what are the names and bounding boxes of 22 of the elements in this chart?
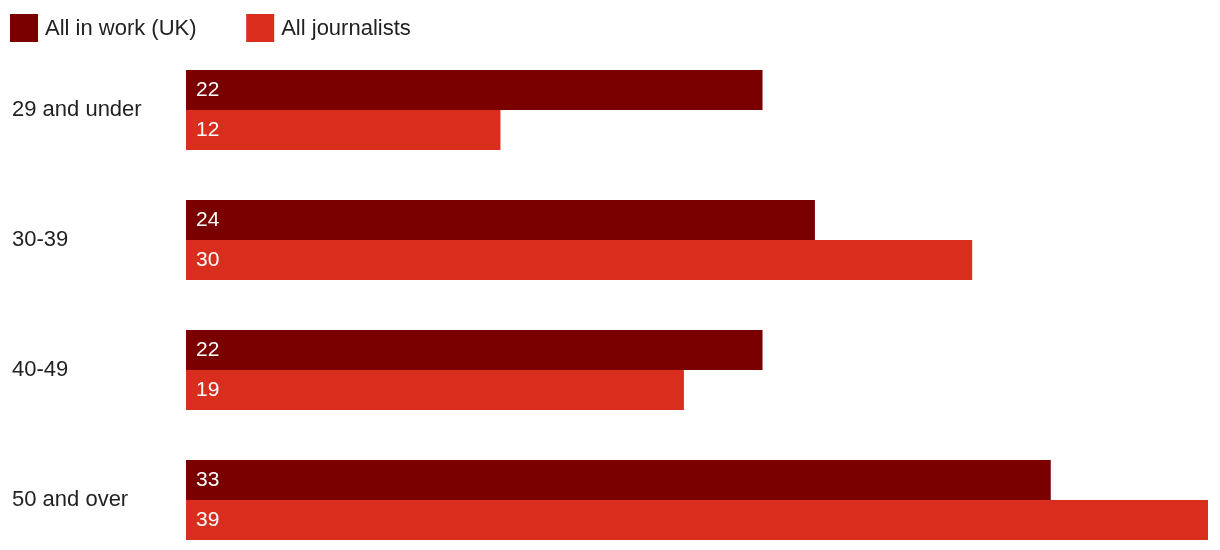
data-label: 19 xyxy=(196,376,220,400)
data-label: 30 xyxy=(196,246,220,270)
bar xyxy=(186,110,501,150)
data-label: 22 xyxy=(196,76,220,100)
y-tick-label: 30-39 xyxy=(12,225,69,251)
bar xyxy=(186,370,684,410)
legend-label: All journalists xyxy=(281,14,411,40)
data-label: 12 xyxy=(196,116,220,140)
data-label: 22 xyxy=(196,336,220,360)
y-tick-label: 29 and under xyxy=(12,95,142,121)
legend-label: All in work (UK) xyxy=(45,14,197,40)
bar xyxy=(186,330,763,370)
bar xyxy=(186,200,815,240)
bar xyxy=(186,240,973,280)
data-label: 33 xyxy=(196,466,220,490)
bar xyxy=(186,500,1208,540)
bar xyxy=(186,460,1051,500)
y-tick-label: 40-49 xyxy=(12,355,69,381)
bar xyxy=(186,70,763,110)
data-label: 39 xyxy=(196,506,220,530)
y-tick-label: 50 and over xyxy=(12,485,129,511)
data-label: 24 xyxy=(196,206,220,230)
